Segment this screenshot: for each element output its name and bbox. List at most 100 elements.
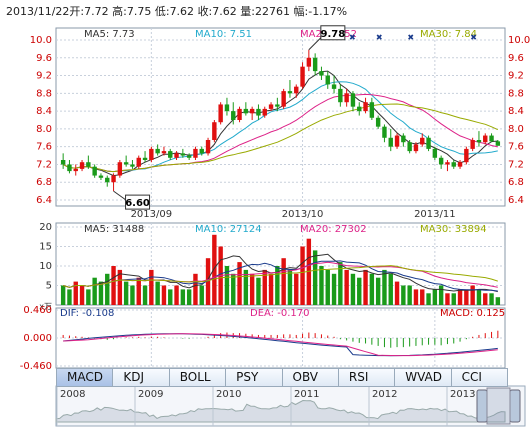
candle: [382, 127, 386, 138]
candle: [458, 162, 462, 166]
volume-bar: [351, 274, 355, 305]
volume-bar: [174, 286, 178, 306]
overview-selection[interactable]: [487, 388, 510, 424]
star-icon: ✖: [376, 33, 383, 42]
candle: [300, 67, 304, 87]
volume-bar: [496, 297, 500, 305]
ma5-legend: MA5: 7.73: [84, 29, 135, 40]
candle: [338, 89, 342, 102]
candle: [401, 136, 405, 143]
y-tick-label-left: 7.2: [36, 159, 52, 170]
ma10-legend: MA10: 7.51: [195, 29, 252, 40]
candle: [99, 176, 103, 178]
tab-wvad[interactable]: WVAD: [395, 369, 451, 386]
overview-year-label: 2012: [372, 389, 397, 400]
tab-rsi[interactable]: RSI: [339, 369, 395, 386]
volume-bar: [483, 293, 487, 305]
y-tick-label-right: 10.0: [508, 35, 530, 46]
candle: [256, 109, 260, 116]
volume-bar: [300, 247, 304, 306]
volume-bar: [370, 274, 374, 305]
overview-year-label: 2008: [60, 389, 85, 400]
macd-tick-label: -0.460: [20, 361, 52, 372]
macd-legend: MACD: 0.125: [440, 308, 505, 319]
candle: [433, 149, 437, 158]
ma30-legend: MA30: 7.84: [420, 29, 477, 40]
y-tick-label-right: 7.2: [508, 159, 524, 170]
tab-boll[interactable]: BOLL: [170, 369, 226, 386]
volume-bar: [231, 274, 235, 305]
star-icon: ✖: [349, 33, 356, 42]
overview-handle-right[interactable]: [510, 390, 520, 422]
dif-legend: DIF: -0.108: [60, 308, 114, 319]
candle: [351, 93, 355, 106]
x-tick-label: 2013/10: [282, 209, 324, 220]
dea-legend: DEA: -0.170: [250, 308, 309, 319]
volume-bar: [445, 293, 449, 305]
volume-bar: [470, 286, 474, 306]
volume-bar: [313, 250, 317, 305]
volume-bar: [477, 289, 481, 305]
high-marker-label: 9.78: [321, 29, 346, 40]
overview-handle-left[interactable]: [477, 390, 487, 422]
volume-bar: [67, 289, 71, 305]
volume-bar: [105, 274, 109, 305]
y-tick-label-left: 10.0: [30, 35, 52, 46]
overview-year-label: 2011: [294, 389, 319, 400]
volume-bar: [130, 286, 134, 306]
overview-year-label: 2013: [450, 389, 475, 400]
candle: [118, 162, 122, 175]
volume-tick-label: 15: [39, 242, 52, 253]
candle: [363, 102, 367, 111]
volume-bar: [281, 258, 285, 305]
tab-psy[interactable]: PSY: [226, 369, 282, 386]
candle: [288, 91, 292, 93]
overview-year-label: 2010: [216, 389, 241, 400]
overview-year-label: 2009: [138, 389, 163, 400]
candle: [237, 109, 241, 120]
candle: [155, 149, 159, 153]
candle: [319, 71, 323, 75]
volume-bar: [376, 278, 380, 305]
volume-bar: [288, 270, 292, 305]
y-tick-label-left: 7.6: [36, 142, 52, 153]
volume-bar: [250, 274, 254, 305]
candle: [263, 109, 267, 116]
candle: [111, 176, 115, 183]
candle: [212, 122, 216, 140]
volume-ma30-legend: MA30: 33894: [420, 224, 487, 235]
volume-bar: [187, 289, 191, 305]
candle: [162, 151, 166, 153]
volume-bar: [357, 278, 361, 305]
y-tick-label-right: 6.8: [508, 177, 524, 188]
volume-bar: [149, 270, 153, 305]
volume-tick-label: 10: [39, 261, 52, 272]
candle: [143, 158, 147, 160]
tab-kdj[interactable]: KDJ: [113, 369, 169, 386]
candle: [464, 149, 468, 162]
volume-ma10-legend: MA10: 27124: [195, 224, 262, 235]
volume-bar: [326, 270, 330, 305]
y-tick-label-left: 8.4: [36, 106, 52, 117]
price-panel: [56, 28, 505, 206]
candle: [326, 76, 330, 85]
volume-bar: [489, 293, 493, 305]
candle: [281, 91, 285, 107]
volume-ma5-legend: MA5: 31488: [84, 224, 144, 235]
y-tick-label-left: 8.8: [36, 88, 52, 99]
candle: [426, 138, 430, 149]
tab-obv[interactable]: OBV: [283, 369, 339, 386]
volume-bar: [137, 278, 141, 305]
volume-bar: [168, 289, 172, 305]
candle: [477, 140, 481, 142]
x-tick-label: 2013/09: [131, 209, 173, 220]
volume-bar: [458, 289, 462, 305]
tab-cci[interactable]: CCI: [452, 369, 507, 386]
y-tick-label-left: 9.2: [36, 71, 52, 82]
volume-bar: [143, 286, 147, 306]
candle: [344, 93, 348, 102]
candle: [395, 136, 399, 147]
tab-macd[interactable]: MACD: [57, 369, 113, 386]
candle: [376, 118, 380, 127]
volume-bar: [99, 282, 103, 305]
